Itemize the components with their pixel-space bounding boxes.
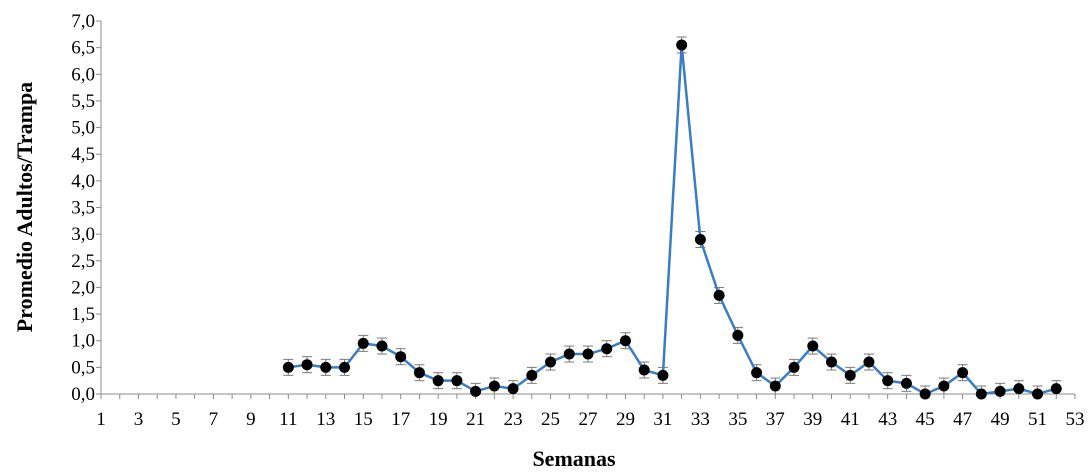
data-point [339,361,350,373]
x-tick-label: 43 [878,409,897,430]
x-tick-label: 7 [209,409,219,430]
y-tick-label: 3,0 [71,224,95,245]
data-point [975,388,987,400]
y-tick-label: 2,5 [71,251,95,272]
data-point [1013,383,1025,395]
x-tick-label: 45 [916,409,935,430]
x-tick-label: 29 [616,409,635,430]
x-tick-label: 9 [246,409,256,430]
data-point [376,340,388,352]
x-tick-label: 23 [504,409,523,430]
data-point [357,337,369,349]
x-tick-label: 19 [429,409,448,430]
x-axis-title: Semanas [532,446,616,471]
x-tick-label: 47 [953,409,972,430]
x-tick-label: 51 [1028,409,1047,430]
data-point [657,369,669,381]
data-point [694,233,706,245]
y-tick-label: 5,5 [71,91,95,112]
y-tick-label: 4,0 [71,171,95,192]
data-point [545,356,557,368]
data-point [413,367,425,379]
y-tick-label: 5,0 [71,118,95,139]
x-tick-label: 53 [1066,409,1085,430]
data-point [863,356,875,368]
x-tick-label: 37 [766,409,785,430]
x-tick-label: 17 [391,409,410,430]
y-axis-title: Promedio Adultos/Trampa [12,82,37,332]
y-tick-label: 0,0 [71,384,95,405]
data-point [451,375,463,387]
data-point [488,380,500,392]
data-point [526,369,538,381]
y-tick-label: 4,5 [71,144,95,165]
x-tick-label: 3 [134,409,144,430]
data-point [470,385,482,397]
x-tick-label: 33 [691,409,710,430]
x-tick-label: 13 [316,409,335,430]
data-point [301,359,313,371]
y-tick-label: 3,5 [71,198,95,219]
data-point [751,367,763,379]
y-axis-ticks: 0,0 0,5 1,0 1,5 2,0 2,5 3,0 3,5 4,0 4,5 5,0 5,5 6,0 6… [71,11,101,405]
data-point [582,348,594,360]
data-point [507,383,519,395]
x-tick-label: 41 [841,409,860,430]
y-tick-label: 1,0 [71,331,95,352]
data-point [432,375,444,387]
data-point [638,364,650,376]
y-tick-label: 6,5 [71,38,95,59]
data-point [395,351,407,363]
data-point [844,369,856,381]
y-tick-label: 1,5 [71,304,95,325]
data-point [769,380,781,392]
x-tick-label: 27 [579,409,598,430]
x-tick-label: 31 [653,409,672,430]
y-tick-label: 2,0 [71,277,95,298]
x-tick-label: 35 [728,409,747,430]
data-point [732,329,744,341]
data-point [957,367,969,379]
x-tick-label: 15 [354,409,373,430]
data-point [882,375,894,387]
data-point [282,361,294,373]
x-tick-label: 11 [279,409,297,430]
data-point [807,340,819,352]
data-point [788,361,800,373]
data-points [282,39,1062,400]
data-point [713,289,725,301]
data-point [601,343,613,355]
x-tick-label: 5 [171,409,181,430]
x-tick-label: 1 [96,409,106,430]
series-line [288,44,1057,396]
x-tick-label: 25 [541,409,560,430]
data-point [676,39,688,51]
data-point [900,377,912,389]
data-point [938,380,950,392]
y-tick-label: 6,0 [71,64,95,85]
x-tick-label: 39 [803,409,822,430]
data-point [563,348,575,360]
y-tick-label: 0,5 [71,357,95,378]
data-point [619,335,631,347]
x-tick-label: 21 [466,409,485,430]
data-point [994,385,1006,397]
data-point [919,388,931,400]
data-point [320,361,332,373]
data-point [1032,388,1044,400]
data-point [826,356,837,368]
y-tick-label: 7,0 [71,11,95,32]
data-point [1050,383,1062,395]
x-tick-label: 49 [991,409,1010,430]
x-axis-ticks: 1 3 5 7 9 11 13 15 17 19 21 23 25 27 29 31 33 35 37 39 41 43 4… [96,394,1085,430]
